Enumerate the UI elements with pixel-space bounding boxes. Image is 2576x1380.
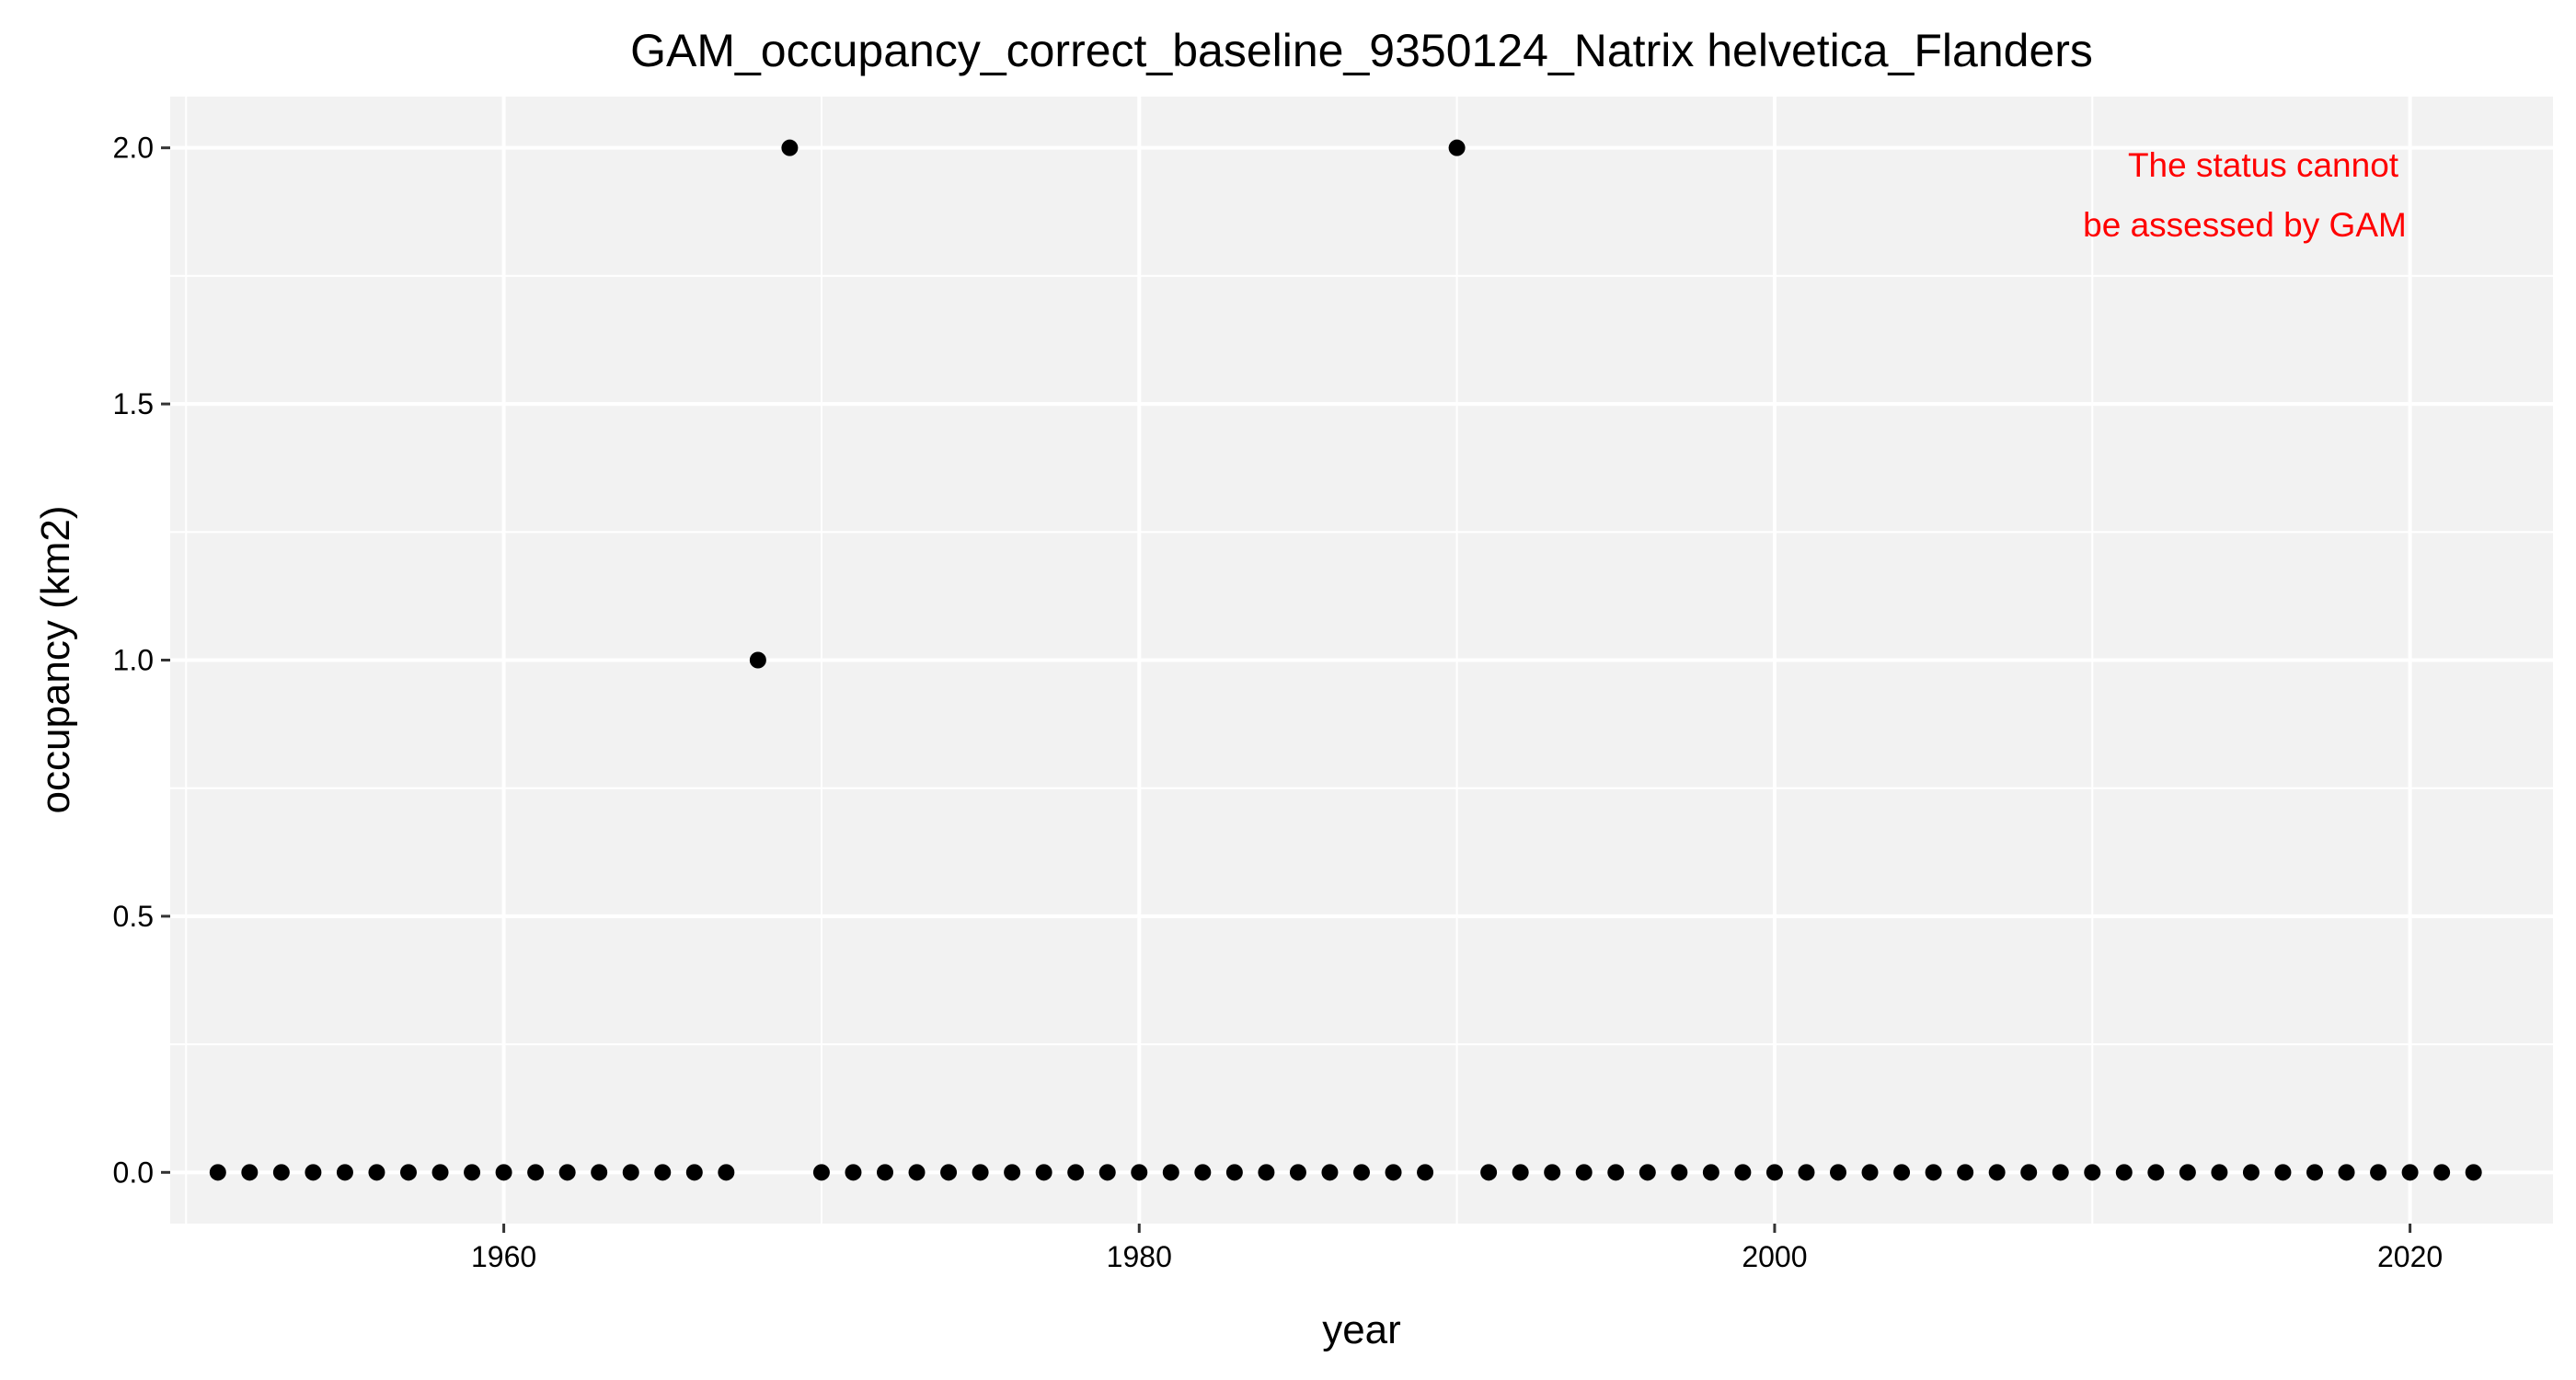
data-point	[1734, 1164, 1752, 1181]
x-tick-label: 2000	[1742, 1240, 1807, 1273]
data-point	[845, 1164, 862, 1181]
data-point	[877, 1164, 893, 1181]
data-point	[1575, 1164, 1593, 1181]
data-points	[209, 139, 2482, 1181]
y-axis-title: occupancy (km2)	[33, 505, 78, 813]
data-point	[1702, 1164, 1719, 1181]
data-point	[1480, 1164, 1498, 1181]
data-point	[1385, 1164, 1402, 1181]
data-point	[2115, 1164, 2133, 1181]
x-axis: 1960 1980 2000 2020	[471, 1224, 2443, 1273]
data-point	[1798, 1164, 1815, 1181]
data-point	[781, 139, 799, 156]
y-tick-label: 0.0	[113, 1156, 154, 1189]
data-point	[1988, 1164, 2006, 1181]
data-point	[209, 1164, 226, 1181]
data-point	[749, 651, 766, 669]
y-tick-label: 1.0	[113, 644, 154, 677]
data-point	[305, 1164, 322, 1181]
y-tick-label: 2.0	[113, 132, 154, 165]
data-point	[1258, 1164, 1275, 1181]
data-point	[1194, 1164, 1212, 1181]
x-tick-label: 1980	[1107, 1240, 1172, 1273]
data-point	[908, 1164, 926, 1181]
y-tick-label: 0.5	[113, 900, 154, 933]
annotation-line-1: The status cannot	[2128, 146, 2399, 184]
data-point	[1607, 1164, 1625, 1181]
data-point	[622, 1164, 639, 1181]
data-point	[1544, 1164, 1561, 1181]
data-point	[1861, 1164, 1879, 1181]
data-point	[1067, 1164, 1085, 1181]
data-point	[1289, 1164, 1306, 1181]
data-point	[1765, 1164, 1783, 1181]
data-point	[2084, 1164, 2101, 1181]
data-point	[1639, 1164, 1656, 1181]
y-tick-label: 1.5	[113, 387, 154, 420]
data-point	[1353, 1164, 1370, 1181]
data-point	[1830, 1164, 1846, 1181]
data-point	[2306, 1164, 2323, 1181]
data-point	[1957, 1164, 1974, 1181]
data-point	[400, 1164, 417, 1181]
data-point	[527, 1164, 545, 1181]
data-point	[1225, 1164, 1243, 1181]
data-point	[718, 1164, 735, 1181]
status-annotation: The status cannot be assessed by GAM	[2083, 146, 2407, 244]
data-point	[2242, 1164, 2260, 1181]
data-point	[2052, 1164, 2069, 1181]
data-point	[495, 1164, 512, 1181]
data-point	[1131, 1164, 1148, 1181]
data-point	[591, 1164, 608, 1181]
y-axis: 0.0 0.5 1.0 1.5 2.0	[113, 132, 170, 1189]
data-point	[2433, 1164, 2451, 1181]
data-point	[2274, 1164, 2292, 1181]
data-point	[654, 1164, 672, 1181]
data-point	[2179, 1164, 2196, 1181]
data-point	[336, 1164, 353, 1181]
data-point	[558, 1164, 576, 1181]
data-point	[1925, 1164, 1942, 1181]
data-point	[368, 1164, 385, 1181]
data-point	[1512, 1164, 1529, 1181]
data-point	[2465, 1164, 2482, 1181]
data-point	[2211, 1164, 2228, 1181]
data-point	[1893, 1164, 1911, 1181]
data-point	[2370, 1164, 2387, 1181]
data-point	[431, 1164, 449, 1181]
data-point	[2401, 1164, 2419, 1181]
data-point	[1417, 1164, 1434, 1181]
chart-title: GAM_occupancy_correct_baseline_9350124_N…	[630, 25, 2093, 76]
data-point	[1098, 1164, 1116, 1181]
data-point	[940, 1164, 958, 1181]
data-point	[2147, 1164, 2165, 1181]
data-point	[1671, 1164, 1688, 1181]
data-point	[1035, 1164, 1052, 1181]
data-point	[972, 1164, 989, 1181]
data-point	[2020, 1164, 2038, 1181]
x-tick-label: 1960	[471, 1240, 536, 1273]
data-point	[241, 1164, 259, 1181]
data-point	[1162, 1164, 1179, 1181]
data-point	[1321, 1164, 1339, 1181]
data-point	[812, 1164, 830, 1181]
data-point	[1004, 1164, 1021, 1181]
data-point	[1448, 139, 1466, 156]
annotation-line-2: be assessed by GAM	[2083, 206, 2407, 244]
data-point	[464, 1164, 481, 1181]
x-tick-label: 2020	[2377, 1240, 2443, 1273]
data-point	[272, 1164, 290, 1181]
data-point	[2338, 1164, 2355, 1181]
data-point	[685, 1164, 703, 1181]
x-axis-title: year	[1322, 1307, 1401, 1352]
